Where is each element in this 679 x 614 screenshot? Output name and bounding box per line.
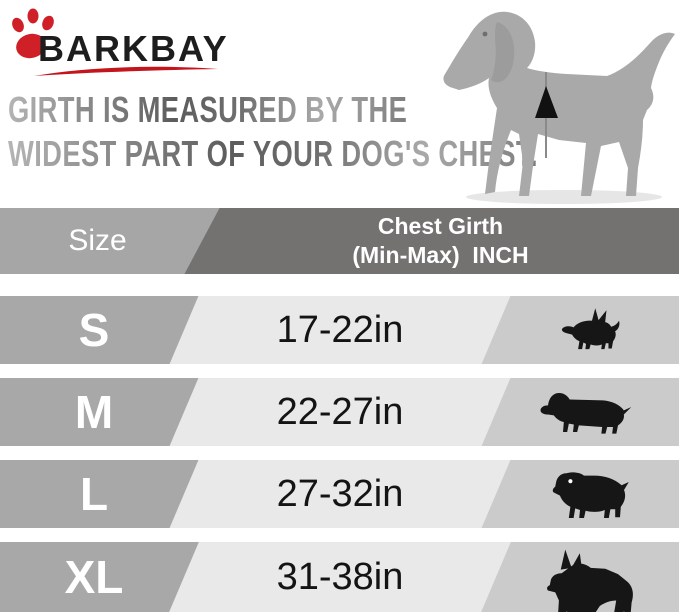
chest-girth-value: 31-38in <box>276 555 404 598</box>
paw-icon <box>12 8 54 59</box>
dog-shadow <box>466 190 662 204</box>
chest-girth-value: 17-22in <box>276 308 404 351</box>
dog-eye <box>482 31 488 37</box>
size-label: XL <box>64 551 124 603</box>
brand-swoosh <box>34 66 218 76</box>
size-label: S <box>78 304 110 356</box>
dog-ear <box>491 22 515 83</box>
rottweiler-icon <box>496 460 679 528</box>
header-girth-line1: Chest Girth <box>377 213 504 239</box>
size-label: M <box>74 386 114 438</box>
header-girth-line2: (Min-Max) INCH <box>352 242 529 268</box>
girth-marker-triangle <box>535 86 558 118</box>
dachshund-icon <box>496 378 679 446</box>
girth-note-line2: WIDEST PART OF YOUR DOG'S CHEST. <box>8 133 538 174</box>
header-girth-label: Chest Girth (Min-Max) INCH <box>202 208 679 274</box>
table-row-xl: XL 31-38in <box>0 542 679 612</box>
table-row-m: M 22-27in <box>0 378 679 446</box>
chihuahua-icon <box>496 296 679 364</box>
girth-note-line1: GIRTH IS MEASURED BY THE <box>8 89 408 130</box>
chest-girth-value: 27-32in <box>276 472 404 515</box>
girth-note: GIRTH IS MEASURED BY THE WIDEST PART OF … <box>8 88 568 176</box>
dog-measurement-illustration <box>443 11 675 204</box>
chest-girth-value: 22-27in <box>276 390 404 433</box>
header-size-label: Size <box>68 224 127 257</box>
dog-silhouette <box>443 11 675 196</box>
table-header-row: Size Chest Girth (Min-Max) INCH <box>0 208 679 274</box>
size-label: L <box>79 468 109 520</box>
table-row-l: L 27-32in <box>0 460 679 528</box>
great-dane-icon <box>496 542 679 612</box>
brand-logo: BARKBAY <box>6 4 246 88</box>
table-row-s: S 17-22in <box>0 296 679 364</box>
brand-name: BARKBAY <box>38 28 229 69</box>
size-table: Size Chest Girth (Min-Max) INCH S 17-22i… <box>0 208 679 612</box>
